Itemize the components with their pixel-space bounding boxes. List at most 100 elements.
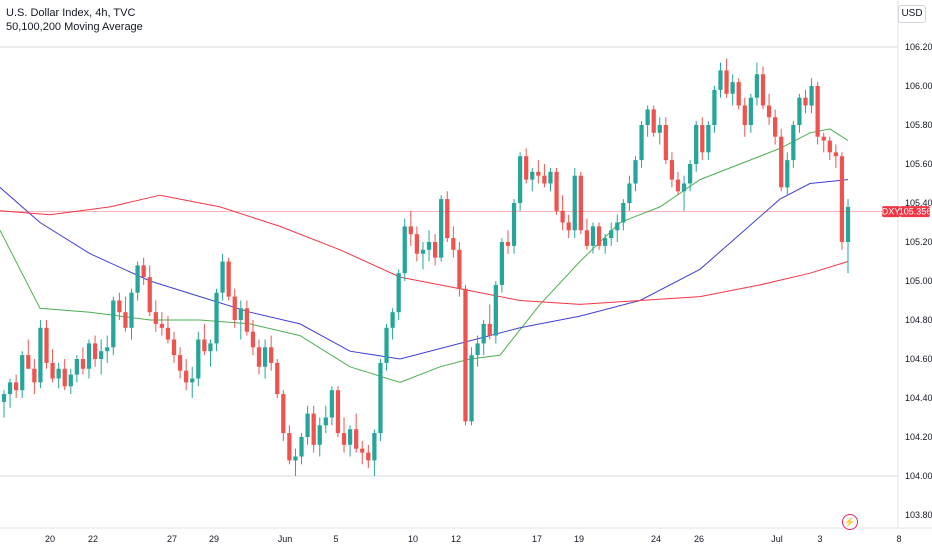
candle-body (177, 355, 183, 371)
candle-body (718, 70, 723, 90)
candle-body (766, 105, 772, 118)
x-tick-label: 10 (408, 534, 418, 544)
ma100-line (0, 179, 849, 360)
y-tick-label: 104.600 (905, 354, 932, 364)
candle-body (706, 125, 711, 153)
x-tick-label: 27 (167, 534, 177, 544)
candle-body (578, 175, 583, 231)
candle-body (542, 175, 547, 184)
candle-body (214, 292, 219, 344)
candle-body (663, 125, 668, 161)
candle-body (700, 125, 705, 153)
candle-body (845, 206, 851, 242)
candle-body (250, 331, 256, 348)
candle-body (809, 86, 814, 106)
x-tick-label: 3 (817, 534, 822, 544)
x-tick-label: Jul (771, 534, 783, 544)
candle-body (275, 362, 280, 395)
candle-body (366, 452, 371, 461)
candle-body (7, 382, 13, 395)
candle-body (80, 359, 86, 369)
x-tick-label: 17 (532, 534, 542, 544)
candle-body (56, 368, 61, 379)
candle-body (38, 327, 43, 383)
candle-body (32, 368, 37, 383)
candle-body (724, 70, 729, 94)
candle-body (791, 125, 796, 161)
candle-body (602, 238, 608, 246)
candle-body (451, 238, 456, 250)
candle-body (293, 456, 298, 461)
candle-body (730, 82, 735, 94)
candle-body (530, 171, 535, 180)
candle-body (560, 210, 565, 223)
candle-body (354, 429, 359, 449)
candle-body (675, 179, 681, 192)
candle-body (269, 347, 274, 363)
candle-body (432, 242, 438, 258)
candle-body (329, 390, 335, 418)
candle-body (833, 152, 838, 157)
x-tick-label: Jun (278, 534, 293, 544)
candle-body (317, 425, 322, 445)
candle-body (803, 97, 808, 106)
y-tick-label: 105.400 (905, 198, 932, 208)
candle-body (688, 164, 693, 184)
ma200-line (0, 194, 849, 305)
x-tick-label: 20 (45, 534, 55, 544)
symbol-title[interactable]: U.S. Dollar Index, 4h, TVC (6, 7, 136, 19)
candle-body (62, 368, 67, 387)
candle-body (390, 312, 395, 328)
y-tick-label: 104.200 (905, 432, 932, 442)
indicator-title[interactable]: 50,100,200 Moving Average (6, 21, 143, 33)
candle-body (159, 323, 164, 328)
candle-body (475, 343, 480, 356)
candle-body (226, 261, 231, 297)
candle-body (554, 171, 559, 211)
symbol-label: DXY (882, 207, 901, 217)
candle-body (396, 273, 401, 313)
candle-body (305, 413, 310, 437)
currency-button[interactable]: USD (898, 5, 926, 23)
candle-body (184, 370, 189, 383)
candle-body (105, 347, 110, 352)
candle-body (287, 433, 292, 461)
candle-body (135, 265, 140, 293)
y-tick-label: 105.200 (905, 237, 932, 247)
y-tick-label: 105.000 (905, 276, 932, 286)
candle-body (645, 109, 650, 125)
candle-body (360, 448, 365, 453)
candle-body (147, 277, 152, 313)
candle-body (651, 109, 656, 133)
candle-body (141, 265, 146, 278)
candle-body (681, 183, 687, 192)
symbol-tag (882, 206, 900, 218)
candle-body (748, 97, 753, 125)
last-price-tag (900, 206, 930, 218)
y-tick-label: 105.600 (905, 159, 932, 169)
lightning-icon[interactable]: ⚡ (842, 514, 858, 530)
candle-body (123, 312, 128, 328)
candle-body (657, 125, 662, 133)
candle-body (402, 226, 407, 274)
candle-body (232, 296, 237, 320)
chart-legend: U.S. Dollar Index, 4h, TVC 50,100,200 Mo… (6, 6, 143, 34)
candle-body (609, 230, 614, 239)
candle-body (566, 222, 571, 231)
candle-body (669, 160, 675, 180)
x-tick-label: 12 (451, 534, 461, 544)
candle-body (481, 323, 486, 344)
candle-body (420, 249, 426, 254)
candle-body (797, 97, 802, 125)
candle-body (238, 308, 243, 320)
candle-body (262, 347, 268, 367)
candle-body (694, 125, 699, 164)
candle-body (171, 339, 177, 356)
candle-body (281, 394, 286, 434)
candle-body (153, 312, 158, 324)
candle-body (445, 199, 450, 239)
candle-body (408, 226, 413, 235)
candle-body (493, 284, 498, 336)
candle-body (827, 140, 832, 153)
